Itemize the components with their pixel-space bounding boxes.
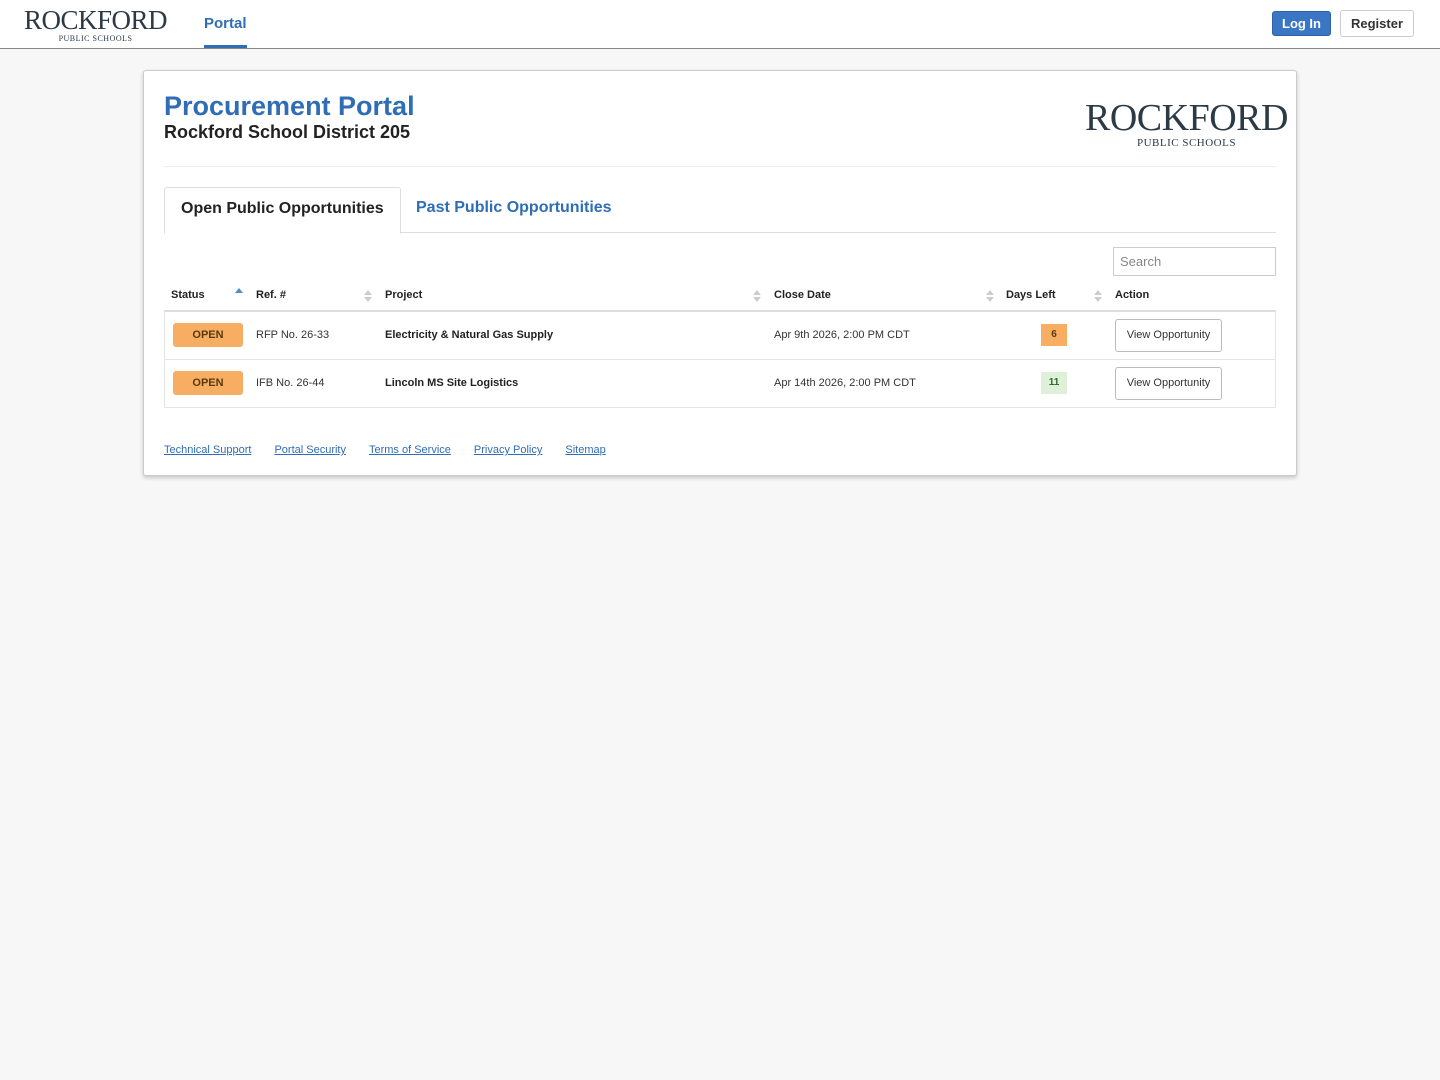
page-title: Procurement Portal (164, 91, 415, 121)
column-close-date[interactable]: Close Date (774, 289, 831, 301)
tabs: Open Public Opportunities Past Public Op… (164, 187, 1276, 234)
status-badge: OPEN (173, 323, 243, 347)
project-name: Electricity & Natural Gas Supply (385, 329, 554, 341)
column-days-left[interactable]: Days Left (1006, 289, 1056, 301)
column-status[interactable]: Status (171, 289, 205, 301)
logo-name: ROCKFORD (24, 5, 168, 35)
close-date: Apr 14th 2026, 2:00 PM CDT (774, 377, 916, 389)
sort-icon[interactable] (986, 290, 994, 302)
register-button[interactable]: Register (1340, 10, 1414, 37)
link-privacy-policy[interactable]: Privacy Policy (473, 444, 543, 456)
table-header: Status Ref. # Project Close Date Days Le… (164, 281, 1276, 312)
tab-past-opportunities[interactable]: Past Public Opportunities (416, 199, 612, 216)
footer-links: Technical Support Portal Security Terms … (164, 444, 606, 456)
top-navbar: ROCKFORD PUBLIC SCHOOLS Portal Log In Re… (0, 0, 1440, 49)
table-row: OPEN RFP No. 26-33 Electricity & Natural… (164, 312, 1276, 360)
rockford-logo-large: ROCKFORD PUBLIC SCHOOLS (1085, 99, 1288, 149)
ref-number: IFB No. 26-44 (256, 377, 325, 389)
link-portal-security[interactable]: Portal Security (274, 444, 346, 456)
link-terms-of-service[interactable]: Terms of Service (368, 444, 451, 456)
page-subtitle: Rockford School District 205 (164, 122, 411, 142)
column-action: Action (1115, 289, 1150, 301)
search-input[interactable] (1113, 247, 1276, 276)
ref-number: RFP No. 26-33 (256, 329, 330, 341)
nav-portal[interactable]: Portal (204, 0, 247, 48)
divider (164, 166, 1276, 167)
project-name: Lincoln MS Site Logistics (385, 377, 519, 389)
days-left-badge: 6 (1041, 324, 1067, 346)
link-technical-support[interactable]: Technical Support (164, 444, 252, 456)
sort-icon[interactable] (364, 290, 372, 302)
sort-icon[interactable] (1094, 290, 1102, 302)
view-opportunity-button[interactable]: View Opportunity (1115, 367, 1222, 400)
logo-name: ROCKFORD (1085, 97, 1288, 139)
view-opportunity-button[interactable]: View Opportunity (1115, 319, 1222, 352)
days-left-badge: 11 (1041, 372, 1067, 394)
status-badge: OPEN (173, 371, 243, 395)
sort-asc-icon[interactable] (235, 288, 243, 302)
column-project[interactable]: Project (385, 289, 423, 301)
column-ref[interactable]: Ref. # (256, 289, 286, 301)
close-date: Apr 9th 2026, 2:00 PM CDT (774, 329, 910, 341)
sort-icon[interactable] (753, 290, 761, 302)
logo-tagline: PUBLIC SCHOOLS (1136, 137, 1236, 149)
table-row: OPEN IFB No. 26-44 Lincoln MS Site Logis… (164, 360, 1276, 408)
logo-tagline: PUBLIC SCHOOLS (58, 34, 133, 43)
link-sitemap[interactable]: Sitemap (565, 444, 606, 456)
tab-open-opportunities[interactable]: Open Public Opportunities (164, 187, 401, 234)
login-button[interactable]: Log In (1272, 11, 1331, 36)
rockford-logo[interactable]: ROCKFORD PUBLIC SCHOOLS (24, 5, 168, 43)
portal-card: Procurement Portal Rockford School Distr… (143, 70, 1297, 476)
